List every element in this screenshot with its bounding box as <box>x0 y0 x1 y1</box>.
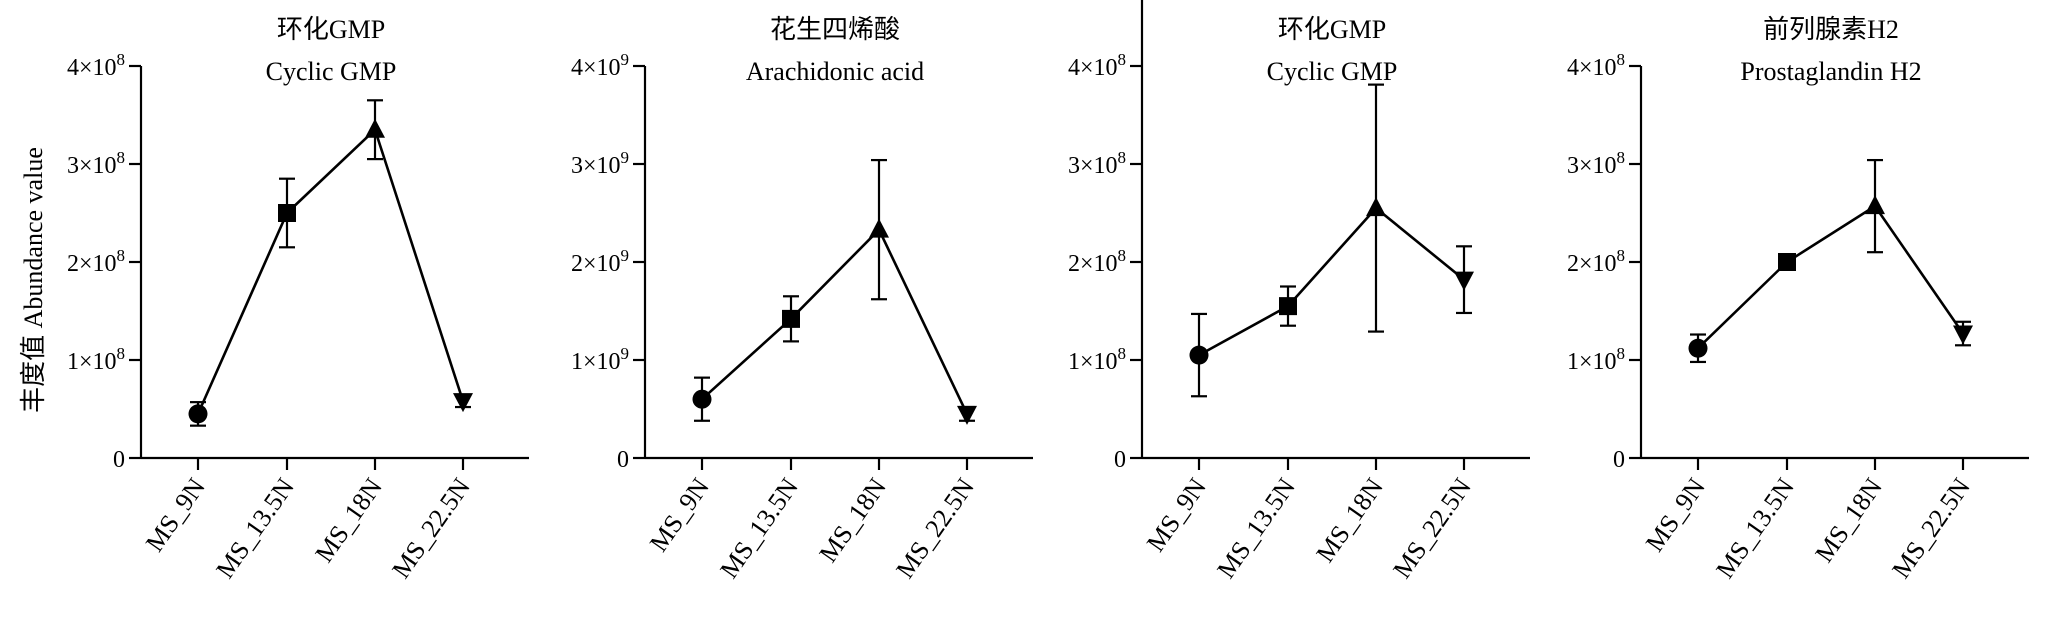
chart-title: 环化GMP <box>277 15 385 44</box>
data-point-square <box>278 204 296 222</box>
chart-title: 花生四烯酸 <box>770 15 900 44</box>
data-point-triangle-up <box>1865 195 1885 215</box>
x-tick-label: MS_13.5N <box>714 473 804 584</box>
chart-panel-4: 前列腺素H2 Prostaglandin H2 0 1×108 2×108 3×108 4×… <box>1567 15 2029 584</box>
x-tick-label: MS_9N <box>1640 473 1711 557</box>
data-point-triangle-up <box>869 218 889 238</box>
data-point-circle <box>1688 338 1708 358</box>
data-point-triangle-down <box>453 393 473 413</box>
x-tick-label: MS_13.5N <box>210 473 300 584</box>
x-tick-label: MS_22.5N <box>890 473 980 584</box>
data-point-circle <box>692 389 712 409</box>
chart-subtitle: Cyclic GMP <box>1267 57 1398 86</box>
chart-subtitle: Prostaglandin H2 <box>1740 57 1921 86</box>
x-tick-label: MS_22.5N <box>1387 473 1477 584</box>
y-tick-label: 0 <box>617 447 629 473</box>
series-line <box>1697 204 1965 350</box>
data-point-triangle-down <box>957 405 977 425</box>
x-tick-label: MS_13.5N <box>1211 473 1301 584</box>
x-tick-label: MS_18N <box>1809 473 1888 568</box>
y-tick-label: 0 <box>1114 447 1126 473</box>
y-tick-label: 1×108 <box>1068 344 1126 375</box>
data-point-square <box>1279 297 1297 316</box>
y-tick-label: 3×108 <box>1567 148 1625 179</box>
x-tick-label: MS_9N <box>140 473 211 557</box>
data-point-triangle-down <box>1953 325 1973 345</box>
data-point-square <box>1778 253 1796 271</box>
chart-subtitle: Arachidonic acid <box>746 57 924 86</box>
chart-subtitle: Cyclic GMP <box>266 57 397 86</box>
data-point-triangle-down <box>1454 271 1474 291</box>
y-tick-label: 1×108 <box>67 344 125 375</box>
chart-title: 环化GMP <box>1278 15 1386 44</box>
data-point-triangle-up <box>365 118 385 138</box>
x-tick-label: MS_18N <box>1310 473 1389 568</box>
x-tick-label: MS_18N <box>813 473 892 568</box>
y-tick-label: 3×108 <box>1068 148 1126 179</box>
data-point-circle <box>188 404 208 424</box>
series-line <box>701 228 969 415</box>
y-tick-label: 0 <box>1613 447 1625 473</box>
data-point-square <box>782 309 800 328</box>
series-line <box>1198 206 1465 357</box>
y-tick-label: 2×108 <box>1068 246 1126 277</box>
y-tick-label: 3×109 <box>571 148 629 179</box>
x-tick-label: MS_22.5N <box>386 473 476 584</box>
y-tick-label: 2×108 <box>67 246 125 277</box>
x-tick-label: MS_9N <box>644 473 715 557</box>
y-tick-label: 4×108 <box>1567 50 1625 81</box>
series-line <box>196 128 465 415</box>
x-tick-label: MS_22.5N <box>1886 473 1976 584</box>
y-tick-label: 2×109 <box>571 246 629 277</box>
y-tick-label: 1×109 <box>571 344 629 375</box>
y-tick-label: 0 <box>113 447 125 473</box>
y-tick-label: 3×108 <box>67 148 125 179</box>
x-tick-label: MS_18N <box>309 473 388 568</box>
chart-panels: 环化GMP Cyclic GMP 0 1×108 2×108 3×108 4×108 MS_9… <box>67 0 2029 584</box>
chart-title: 前列腺素H2 <box>1763 15 1899 44</box>
y-tick-label: 2×108 <box>1567 246 1625 277</box>
chart-panel-1: 环化GMP Cyclic GMP 0 1×108 2×108 3×108 4×108 MS_9… <box>67 15 529 584</box>
y-tick-label: 1×108 <box>1567 344 1625 375</box>
data-point-triangle-up <box>1366 197 1386 217</box>
y-tick-label: 4×108 <box>1068 50 1126 81</box>
y-tick-label: 4×109 <box>571 50 629 81</box>
data-point-circle <box>1189 345 1209 365</box>
x-tick-label: MS_9N <box>1141 473 1212 557</box>
y-axis-label: 丰度值 Abundance value <box>19 147 48 413</box>
x-tick-label: MS_13.5N <box>1710 473 1800 584</box>
y-tick-label: 4×108 <box>67 50 125 81</box>
chart-panel-2: 花生四烯酸 Arachidonic acid 0 1×109 2×109 3×109 4×1… <box>571 15 1033 584</box>
